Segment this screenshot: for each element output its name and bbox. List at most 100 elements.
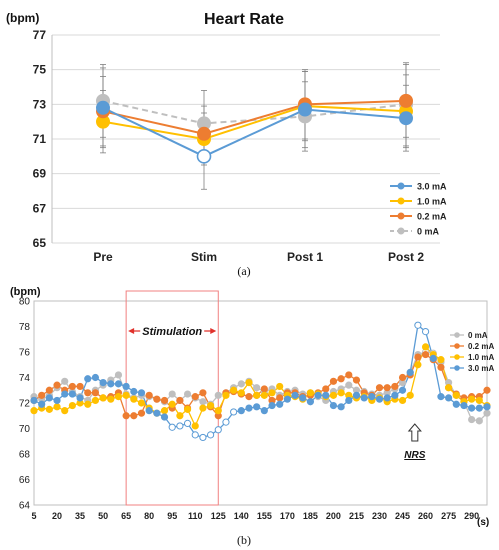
- chart-b-point-1-0-ma: [329, 391, 338, 399]
- panel-b-label: (b): [237, 533, 251, 547]
- chart-b-point-1-0-ma: [191, 422, 199, 430]
- chart-b-point-3-0-ma: [214, 426, 222, 434]
- chart-b-point-0-ma: [253, 384, 261, 392]
- chart-a-point-3-0-ma: [96, 100, 110, 115]
- chart-a-y-tick-label: 73: [33, 97, 47, 111]
- chart-a-point-3-0-ma: [196, 149, 212, 164]
- chart-b-point-0-2-ma: [137, 409, 146, 417]
- chart-b-point-0-2-ma: [45, 386, 53, 394]
- chart-b-point-0-2-ma: [337, 375, 345, 383]
- chart-b-y-tick-label: 64: [19, 501, 31, 512]
- chart-b-x-tick-label: 35: [75, 511, 85, 521]
- chart-b-point-1-0-ma: [122, 391, 130, 399]
- chart-b-y-tick-label: 72: [19, 399, 31, 410]
- chart-a-point-0-2-ma: [197, 126, 211, 141]
- chart-b-point-3-0-ma: [460, 401, 468, 410]
- chart-a-y-tick-label: 69: [33, 167, 47, 181]
- chart-b-point-3-0-ma: [76, 394, 84, 402]
- chart-b-point-3-0-ma: [53, 396, 61, 405]
- chart-b-point-1-0-ma: [245, 379, 253, 387]
- chart-b-point-3-0-ma: [68, 390, 76, 398]
- chart-b-point-1-0-ma: [237, 389, 245, 397]
- chart-a-y-tick-label: 71: [33, 132, 47, 146]
- legend-a-label-0-ma: 0 mA: [417, 227, 440, 237]
- chart-b-point-3-0-ma: [414, 321, 422, 329]
- chart-b-y-tick-label: 74: [19, 373, 31, 384]
- chart-b-point-3-0-ma: [483, 403, 491, 411]
- chart-b-point-3-0-ma: [230, 408, 238, 416]
- chart-b-point-1-0-ma: [268, 389, 276, 397]
- chart-b-point-1-0-ma: [176, 412, 184, 420]
- chart-a-series-group: [96, 62, 413, 190]
- chart-b-point-0-2-ma: [421, 350, 430, 359]
- chart-b-point-1-0-ma: [222, 391, 230, 399]
- chart-a-y-tick-label: 75: [33, 63, 47, 77]
- chart-b-point-1-0-ma: [91, 396, 100, 405]
- chart-b-point-0-ma: [483, 409, 491, 417]
- legend-b-swatch-marker-1-0-ma: [454, 354, 460, 360]
- chart-b-x-tick-label: 125: [211, 511, 226, 521]
- chart-b-point-3-0-ma: [329, 401, 338, 410]
- chart-a-y-unit: (bpm): [6, 11, 39, 25]
- chart-b-point-3-0-ma: [276, 400, 284, 408]
- chart-b-point-1-0-ma: [260, 391, 268, 399]
- chart-b-point-0-2-ma: [122, 412, 130, 420]
- chart-b-point-1-0-ma: [398, 396, 407, 405]
- chart-b-point-0-2-ma: [437, 363, 445, 371]
- stimulation-label: Stimulation: [142, 326, 202, 338]
- legend-a-label-3-0-ma: 3.0 mA: [417, 182, 447, 192]
- chart-b-point-1-0-ma: [137, 399, 146, 407]
- chart-b-point-3-0-ma: [84, 375, 92, 383]
- chart-b-point-1-0-ma: [253, 391, 261, 399]
- chart-b-point-0-2-ma: [191, 393, 199, 401]
- chart-b-point-1-0-ma: [421, 343, 430, 351]
- chart-b-point-3-0-ma: [61, 390, 69, 398]
- chart-b-point-3-0-ma: [45, 394, 53, 402]
- chart-b-x-tick-label: 185: [303, 511, 318, 521]
- panel-a-label: (a): [237, 264, 250, 278]
- chart-a-series-line-3-0-ma: [102, 106, 407, 158]
- chart-b-point-3-0-ma: [107, 380, 115, 388]
- chart-b-point-3-0-ma: [168, 423, 176, 431]
- chart-b-point-1-0-ma: [337, 389, 345, 397]
- chart-a-legend: 3.0 mA 1.0 mA 0.2 mA 0 mA: [390, 182, 447, 237]
- chart-b-point-3-0-ma: [38, 400, 46, 408]
- chart-b-point-0-2-ma: [130, 412, 138, 420]
- chart-a-x-tick-label: Post 1: [287, 250, 323, 264]
- chart-b-y-tick-label: 66: [19, 475, 31, 486]
- chart-b-point-3-0-ma: [245, 404, 253, 412]
- chart-b-x-tick-label: 215: [349, 511, 364, 521]
- chart-b-x-tick-label: 260: [418, 511, 433, 521]
- chart-b-point-3-0-ma: [260, 407, 268, 415]
- chart-b-point-0-ma: [237, 380, 245, 388]
- chart-b-point-3-0-ma: [383, 394, 391, 402]
- chart-b-point-3-0-ma: [345, 396, 353, 405]
- chart-b-point-0-2-ma: [329, 377, 338, 385]
- chart-b-point-0-2-ma: [322, 385, 330, 393]
- chart-b-point-3-0-ma: [283, 395, 291, 403]
- chart-b-y-tick-label: 68: [19, 450, 31, 461]
- legend-b-swatch-marker-3-0-ma: [454, 365, 460, 371]
- chart-b-point-1-0-ma: [199, 404, 207, 412]
- chart-b-point-3-0-ma: [368, 393, 376, 401]
- chart-b-point-3-0-ma: [99, 379, 107, 387]
- chart-b-point-1-0-ma: [452, 391, 460, 399]
- chart-b-point-1-0-ma: [45, 405, 53, 413]
- chart-a-title: Heart Rate: [204, 11, 284, 28]
- chart-a-series-line-0-2-ma: [102, 99, 407, 135]
- chart-b-point-0-ma: [345, 381, 353, 389]
- chart-b-point-1-0-ma: [99, 394, 107, 402]
- chart-b-point-3-0-ma: [183, 419, 192, 427]
- legend-a-swatch-marker-3-0-ma: [397, 182, 405, 190]
- chart-b-point-3-0-ma: [114, 380, 123, 388]
- chart-b-point-0-ma: [468, 415, 476, 424]
- chart-b-point-0-2-ma: [176, 396, 184, 405]
- legend-b-label-3-0-ma: 3.0 mA: [468, 364, 494, 373]
- chart-b-point-0-2-ma: [391, 382, 399, 391]
- legend-a-swatch-marker-0-2-ma: [397, 212, 405, 220]
- chart-b-point-3-0-ma: [176, 422, 184, 430]
- chart-b-point-3-0-ma: [306, 398, 315, 406]
- chart-a-point-3-0-ma: [399, 111, 413, 126]
- legend-b-label-1-0-ma: 1.0 mA: [468, 353, 494, 362]
- chart-a-series-line-1-0-ma: [102, 105, 407, 141]
